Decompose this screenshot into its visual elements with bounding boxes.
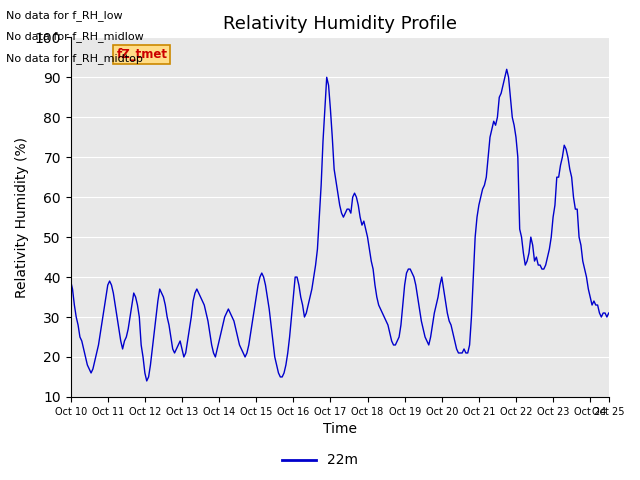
X-axis label: Time: Time — [323, 422, 356, 436]
Text: fZ_tmet: fZ_tmet — [116, 48, 168, 61]
Text: No data for f_RH_low: No data for f_RH_low — [6, 10, 123, 21]
Text: No data for f_RH_midtop: No data for f_RH_midtop — [6, 53, 143, 64]
Y-axis label: Relativity Humidity (%): Relativity Humidity (%) — [15, 137, 29, 298]
Legend: 22m: 22m — [276, 448, 364, 473]
Title: Relativity Humidity Profile: Relativity Humidity Profile — [223, 15, 457, 33]
Text: No data for f_RH_midlow: No data for f_RH_midlow — [6, 31, 144, 42]
